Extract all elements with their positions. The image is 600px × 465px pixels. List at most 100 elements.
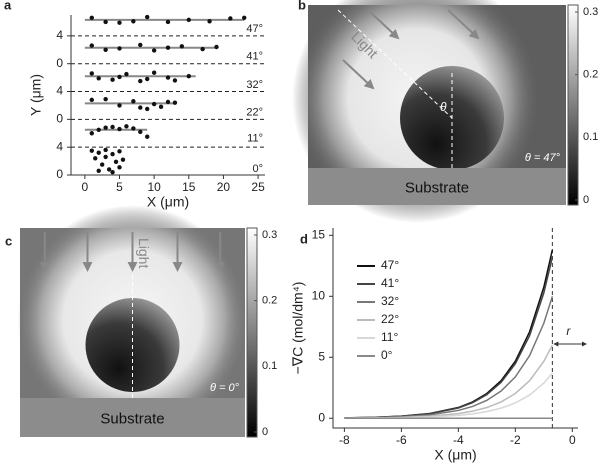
data-point xyxy=(138,105,143,110)
colorbar xyxy=(246,227,258,438)
legend-label: 32° xyxy=(381,294,399,308)
data-point xyxy=(89,43,94,48)
data-point xyxy=(165,19,171,25)
data-point xyxy=(103,125,108,130)
data-point xyxy=(165,75,171,80)
colorbar-tick-label: 0.2 xyxy=(583,69,598,81)
data-point xyxy=(89,148,94,153)
data-point xyxy=(151,48,157,53)
data-point xyxy=(117,46,122,51)
data-point xyxy=(186,74,191,79)
x-tick-label: 20 xyxy=(217,180,231,194)
data-point xyxy=(117,165,122,170)
series-line xyxy=(344,249,554,419)
data-point xyxy=(96,76,101,81)
incident-line xyxy=(337,9,453,119)
y-tick-label: 15 xyxy=(312,227,326,241)
y-tick-label: 4 xyxy=(56,84,63,98)
y-axis-label: −∇C (mol/dm⁴) xyxy=(290,282,306,375)
x-tick-label: 15 xyxy=(182,180,196,194)
data-point xyxy=(158,104,164,110)
data-point xyxy=(145,134,150,139)
colorbar-tick-label: 0.3 xyxy=(583,6,598,18)
y-tick-label: 10 xyxy=(312,288,326,302)
substrate-label: Substrate xyxy=(405,179,469,196)
legend-label: 47° xyxy=(381,258,399,272)
series-label: 41° xyxy=(246,51,263,63)
data-point xyxy=(93,156,98,161)
colorbar-tick-label: 0.2 xyxy=(262,295,277,307)
theta-label: θ = 0° xyxy=(210,382,240,394)
y-tick-label: 4 xyxy=(56,28,63,42)
panel-label: d xyxy=(300,231,308,246)
x-tick-label: -2 xyxy=(510,433,521,447)
data-point xyxy=(179,44,185,49)
data-point xyxy=(172,100,178,105)
data-point xyxy=(106,167,112,172)
data-point xyxy=(145,76,150,82)
x-axis-label: X (μm) xyxy=(147,194,189,210)
data-point xyxy=(145,14,150,20)
x-tick-label: -8 xyxy=(339,433,350,447)
data-point xyxy=(242,15,247,20)
x-tick-label: 10 xyxy=(147,180,161,194)
series-line xyxy=(344,344,554,419)
colorbar-tick-label: 0.1 xyxy=(262,360,277,372)
series-line xyxy=(344,257,554,419)
data-point xyxy=(124,124,129,129)
colorbar xyxy=(567,4,579,206)
data-point xyxy=(89,15,94,20)
data-point xyxy=(103,154,108,160)
y-tick-label: 0 xyxy=(56,167,63,181)
light-arrow xyxy=(342,59,375,90)
panel-label: a xyxy=(4,0,12,12)
data-point xyxy=(228,16,233,21)
colorbar-tick-label: 0 xyxy=(583,194,589,206)
data-point xyxy=(186,17,191,23)
series-label: 32° xyxy=(246,79,263,91)
data-point xyxy=(89,71,94,76)
data-point xyxy=(96,150,101,155)
light-arrow xyxy=(447,9,480,40)
data-point xyxy=(124,71,129,77)
data-point xyxy=(145,106,150,112)
legend-label: 22° xyxy=(381,312,399,326)
data-point xyxy=(151,101,157,107)
data-point xyxy=(200,46,205,52)
data-point xyxy=(96,127,101,132)
light-arrow xyxy=(367,9,400,40)
series-label: 0° xyxy=(252,163,263,175)
legend-label: 41° xyxy=(381,276,399,290)
data-point xyxy=(131,99,136,104)
simulation-image: Substrate Light θ = 0° xyxy=(17,205,248,437)
x-tick-label: 5 xyxy=(116,180,123,194)
data-point xyxy=(103,96,108,102)
data-point xyxy=(138,78,143,84)
data-point xyxy=(89,97,94,103)
x-tick-label: -4 xyxy=(453,433,464,447)
x-tick-label: 25 xyxy=(251,180,265,194)
y-axis-label: Y (μm) xyxy=(28,74,44,116)
data-point xyxy=(120,157,126,162)
panel-label: b xyxy=(298,0,306,12)
data-point xyxy=(117,149,122,154)
series-label: 47° xyxy=(246,23,263,35)
panel-label: c xyxy=(5,233,12,248)
data-point xyxy=(131,126,136,131)
data-point xyxy=(207,19,212,24)
data-point xyxy=(131,19,136,24)
y-tick-label: 4 xyxy=(56,139,63,153)
data-point xyxy=(117,20,122,25)
series-label: 11° xyxy=(247,133,263,145)
series-label: 22° xyxy=(246,106,263,118)
colorbar-tick-label: 0.1 xyxy=(583,131,598,143)
data-point xyxy=(117,74,122,80)
legend-label: 11° xyxy=(381,330,398,344)
data-point xyxy=(165,45,171,50)
data-point xyxy=(117,126,122,132)
data-point xyxy=(99,162,105,167)
substrate xyxy=(308,168,566,205)
data-point xyxy=(138,129,143,135)
